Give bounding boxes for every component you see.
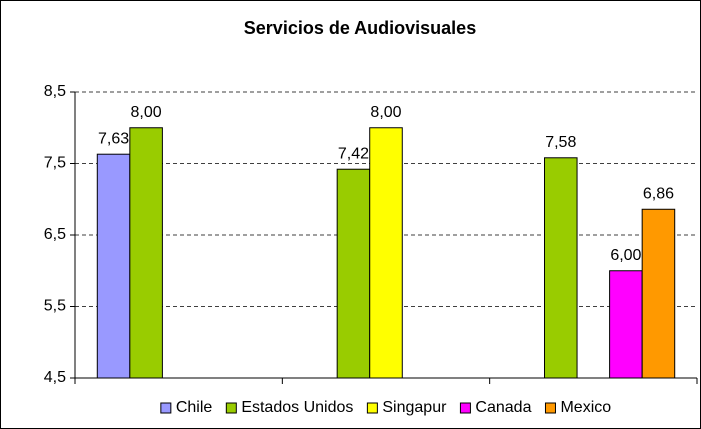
data-label: 7,63 — [98, 130, 129, 147]
bar — [336, 168, 371, 379]
data-label: 8,00 — [370, 104, 401, 121]
y-tick-label: 8,5 — [44, 83, 66, 100]
bar — [609, 270, 643, 379]
data-label: 6,86 — [643, 185, 674, 202]
data-label: 6,00 — [610, 247, 641, 264]
bar — [641, 208, 676, 379]
legend-swatch — [459, 402, 471, 414]
legend-label: Mexico — [560, 399, 611, 416]
bar — [544, 157, 578, 379]
legend-label: Canada — [475, 399, 531, 416]
bar — [96, 153, 131, 379]
chart-title: Servicios de Audiovisuales — [244, 18, 476, 38]
legend-label: Estados Unidos — [241, 399, 353, 416]
legend-swatch — [366, 402, 378, 414]
data-label: 8,00 — [131, 104, 162, 121]
data-label: 7,42 — [338, 145, 369, 162]
y-tick-label: 5,5 — [44, 298, 66, 315]
data-label: 7,58 — [545, 134, 576, 151]
y-tick-label: 4,5 — [44, 369, 66, 386]
y-tick-label: 7,5 — [44, 155, 66, 172]
legend-swatch — [160, 402, 172, 414]
bar — [129, 127, 163, 379]
bar — [369, 127, 403, 379]
legend-label: Chile — [176, 399, 213, 416]
y-tick-label: 6,5 — [44, 226, 66, 243]
legend-label: Singapur — [382, 399, 447, 416]
legend-swatch — [225, 402, 237, 414]
legend-swatch — [544, 402, 556, 414]
